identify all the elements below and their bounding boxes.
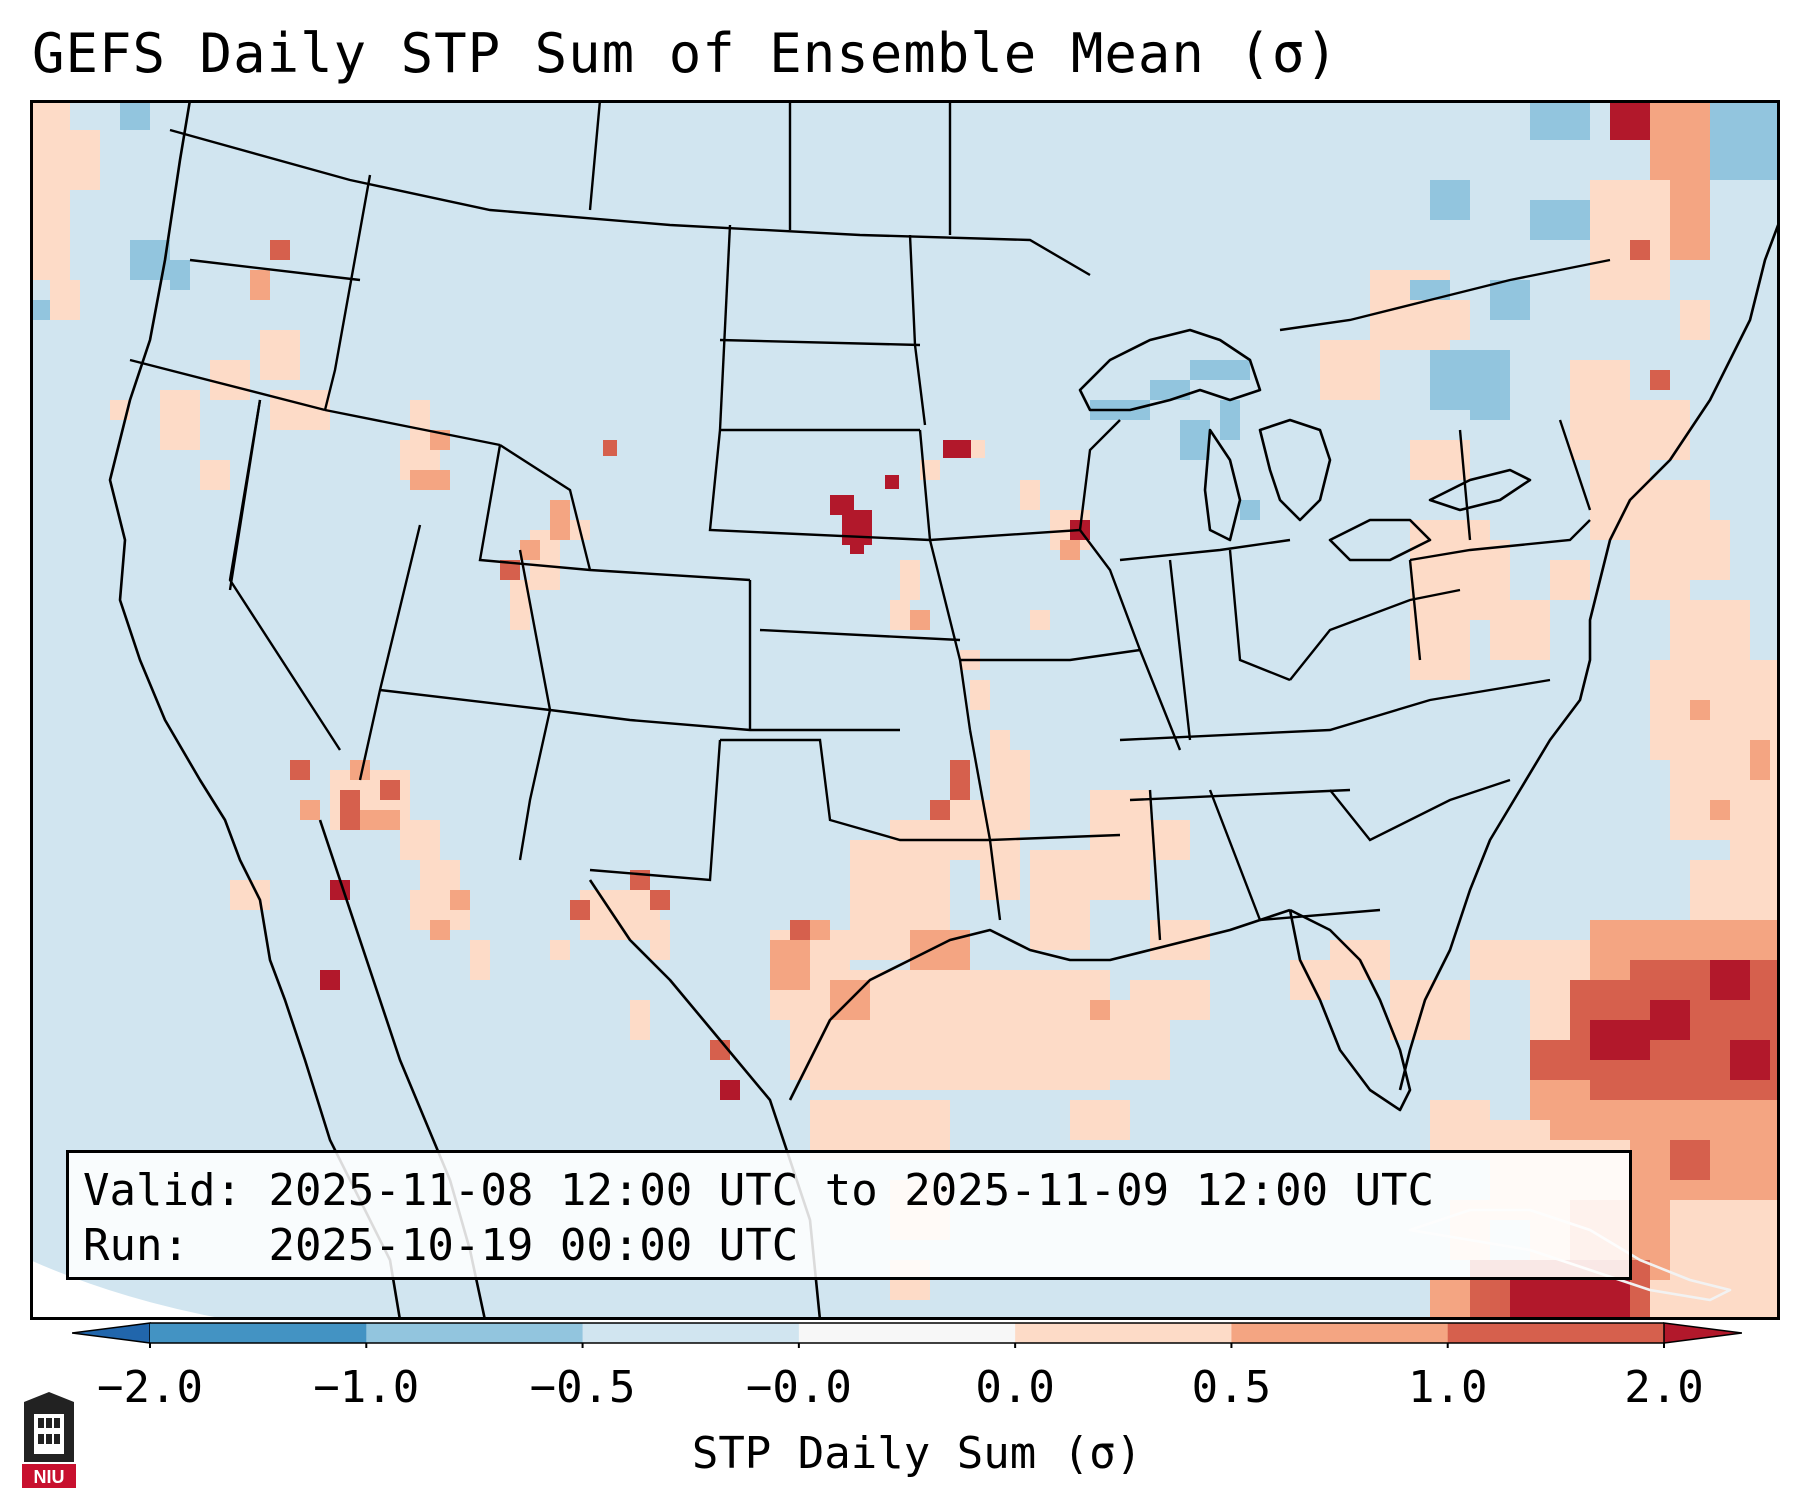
colorbar-segment xyxy=(1015,1323,1232,1343)
niu-logo: NIU xyxy=(22,1392,76,1488)
colorbar-tick-label: 0.5 xyxy=(1191,1362,1272,1413)
colorbar-tick-label: 1.0 xyxy=(1407,1362,1488,1413)
colorbar-tick-label: 0.0 xyxy=(975,1362,1055,1413)
colorbar-segment xyxy=(366,1323,584,1343)
colorbar xyxy=(72,1322,1742,1348)
colorbar-tick-label: 2.0 xyxy=(1624,1362,1704,1413)
run-label: Run: xyxy=(83,1220,189,1271)
colorbar-tick-label: −2.0 xyxy=(97,1362,203,1413)
state-borders xyxy=(129,100,1611,941)
colorbar-label: STP Daily Sum (σ) xyxy=(691,1428,1143,1479)
map-plot xyxy=(30,100,1780,1320)
colorbar-segment xyxy=(582,1323,800,1343)
logo-text: NIU xyxy=(34,1467,65,1487)
colorbar-tick-label: −1.0 xyxy=(313,1362,420,1413)
chart-title: GEFS Daily STP Sum of Ensemble Mean (σ) xyxy=(32,22,1339,85)
colorbar-extend-low xyxy=(72,1322,151,1344)
outside-domain xyxy=(30,1260,230,1320)
colorbar-segment xyxy=(798,1323,1016,1343)
colorbar-tick-label: −0.0 xyxy=(745,1362,852,1413)
colorbar-segment xyxy=(1447,1323,1665,1343)
run-time: 2025-10-19 00:00 UTC xyxy=(268,1220,799,1271)
colorbar-extend-high xyxy=(1663,1322,1742,1344)
valid-label: Valid: xyxy=(83,1165,242,1216)
colorbar-segment xyxy=(150,1323,367,1343)
colorbar-tick-label: −0.5 xyxy=(529,1362,636,1413)
colorbar-segment xyxy=(1231,1323,1449,1343)
valid-time: 2025-11-08 12:00 UTC to 2025-11-09 12:00… xyxy=(268,1165,1435,1216)
valid-time-box: Valid: 2025-11-08 12:00 UTC to 2025-11-0… xyxy=(66,1150,1632,1280)
